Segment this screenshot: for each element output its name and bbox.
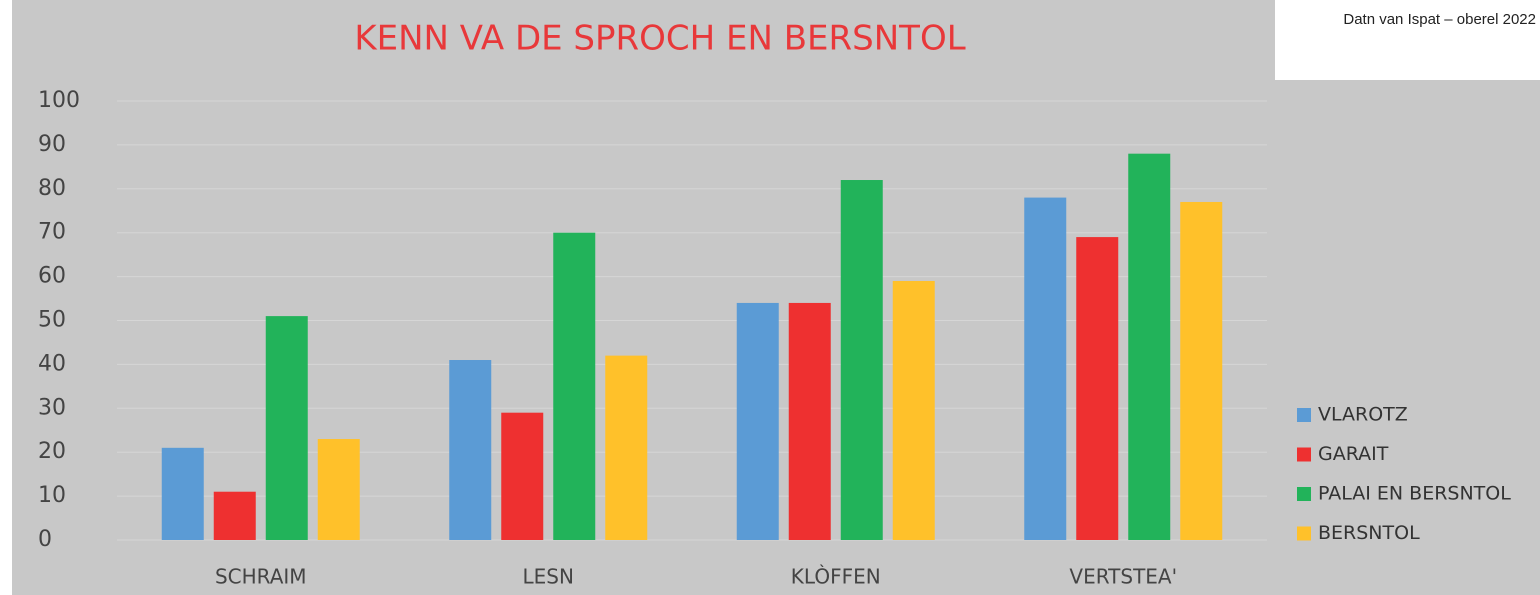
bar [553, 232, 596, 540]
y-tick-label: 100 [38, 88, 80, 113]
bar [840, 180, 883, 540]
bar [1128, 153, 1171, 540]
y-tick-label: 80 [38, 176, 66, 201]
y-tick-label: 50 [38, 308, 66, 333]
x-tick-label: VERTSTEA' [1069, 565, 1177, 589]
legend-label: GARAIT [1318, 443, 1389, 465]
legend-swatch [1297, 526, 1311, 541]
bar [161, 447, 204, 540]
bar [501, 412, 544, 540]
bar [449, 360, 492, 540]
legend-swatch [1297, 408, 1311, 422]
source-note: Datn van Ispat – oberel 2022 [1343, 11, 1536, 28]
bar [1024, 197, 1067, 540]
y-tick-label: 90 [38, 132, 66, 157]
bar [213, 491, 256, 540]
bar [736, 302, 779, 540]
y-tick-label: 70 [38, 220, 66, 245]
y-tick-label: 10 [38, 483, 66, 508]
x-tick-label: LESN [523, 565, 574, 589]
legend-swatch [1297, 487, 1311, 501]
bar [1180, 201, 1223, 540]
chart-title: KENN VA DE SPROCH EN BERSNTOL [354, 19, 965, 59]
bar [788, 302, 831, 540]
x-tick-label: SCHRAIM [215, 565, 307, 589]
x-tick-label: KLÒFFEN [791, 565, 881, 589]
legend-label: PALAI EN BERSNTOL [1318, 483, 1511, 505]
bar [265, 316, 308, 540]
y-tick-label: 40 [38, 351, 66, 376]
source-background [1275, 0, 1540, 80]
y-tick-label: 20 [38, 439, 66, 464]
y-tick-label: 30 [38, 395, 66, 420]
bar [892, 280, 935, 540]
legend-swatch [1297, 447, 1311, 462]
y-tick-label: 0 [38, 527, 52, 552]
y-tick-label: 60 [38, 264, 66, 289]
legend-label: BERSNTOL [1318, 522, 1420, 544]
legend-label: VLAROTZ [1318, 404, 1408, 426]
bar [317, 439, 360, 540]
bar [605, 355, 648, 540]
bar [1076, 237, 1119, 540]
